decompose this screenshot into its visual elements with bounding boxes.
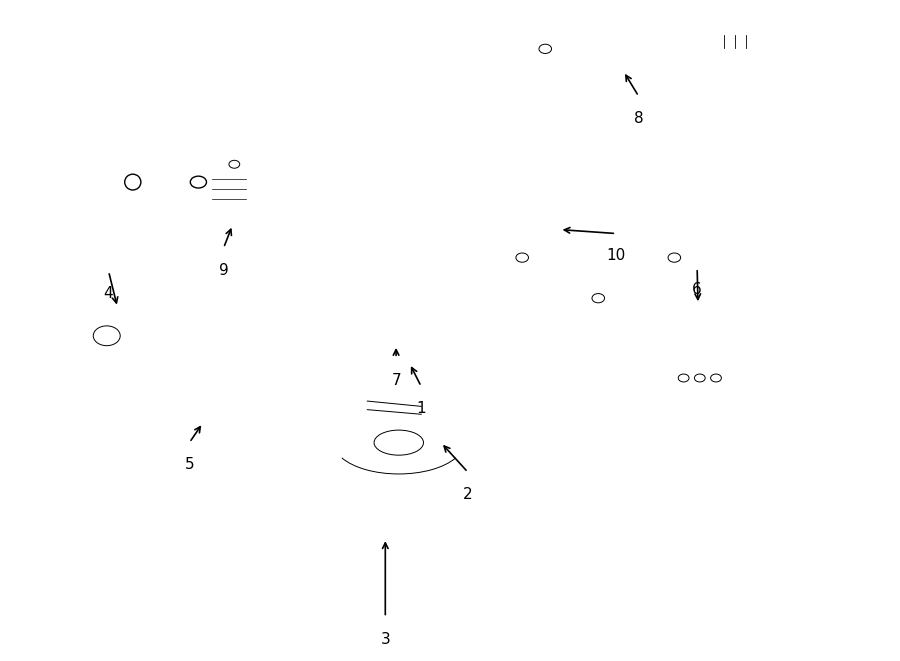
Circle shape <box>382 154 433 190</box>
Circle shape <box>212 440 220 446</box>
Bar <box>134 15 874 347</box>
Text: 6: 6 <box>692 282 702 297</box>
Bar <box>490 173 503 182</box>
Bar <box>556 128 571 138</box>
Text: 4: 4 <box>104 286 113 301</box>
Text: 7: 7 <box>392 373 400 388</box>
Circle shape <box>711 374 722 382</box>
Text: 2: 2 <box>464 487 472 502</box>
Circle shape <box>78 315 136 357</box>
Text: 8: 8 <box>634 111 643 126</box>
Bar <box>249 168 260 175</box>
Ellipse shape <box>125 174 141 190</box>
Circle shape <box>679 374 689 382</box>
Circle shape <box>516 253 528 262</box>
Text: 5: 5 <box>184 457 194 472</box>
Circle shape <box>668 253 680 262</box>
Bar <box>592 128 607 138</box>
Circle shape <box>190 440 199 446</box>
Circle shape <box>695 374 706 382</box>
Ellipse shape <box>374 430 424 455</box>
Ellipse shape <box>352 420 446 466</box>
Text: 1: 1 <box>417 401 426 416</box>
Text: 3: 3 <box>381 632 391 647</box>
Bar <box>51 334 66 349</box>
Circle shape <box>190 176 206 188</box>
Circle shape <box>367 143 448 202</box>
Polygon shape <box>322 103 493 241</box>
Circle shape <box>340 203 355 214</box>
Ellipse shape <box>570 78 606 114</box>
Bar <box>490 143 503 153</box>
Bar <box>489 262 508 274</box>
Bar <box>531 99 545 110</box>
Circle shape <box>448 221 463 231</box>
Circle shape <box>94 326 121 346</box>
Text: 10: 10 <box>607 248 625 263</box>
Text: 9: 9 <box>219 262 229 278</box>
Circle shape <box>229 161 239 169</box>
Circle shape <box>539 44 552 54</box>
Bar <box>574 128 589 138</box>
Circle shape <box>592 293 605 303</box>
Bar <box>490 205 503 215</box>
Bar <box>249 190 260 198</box>
Bar <box>531 74 545 85</box>
Circle shape <box>335 124 349 135</box>
